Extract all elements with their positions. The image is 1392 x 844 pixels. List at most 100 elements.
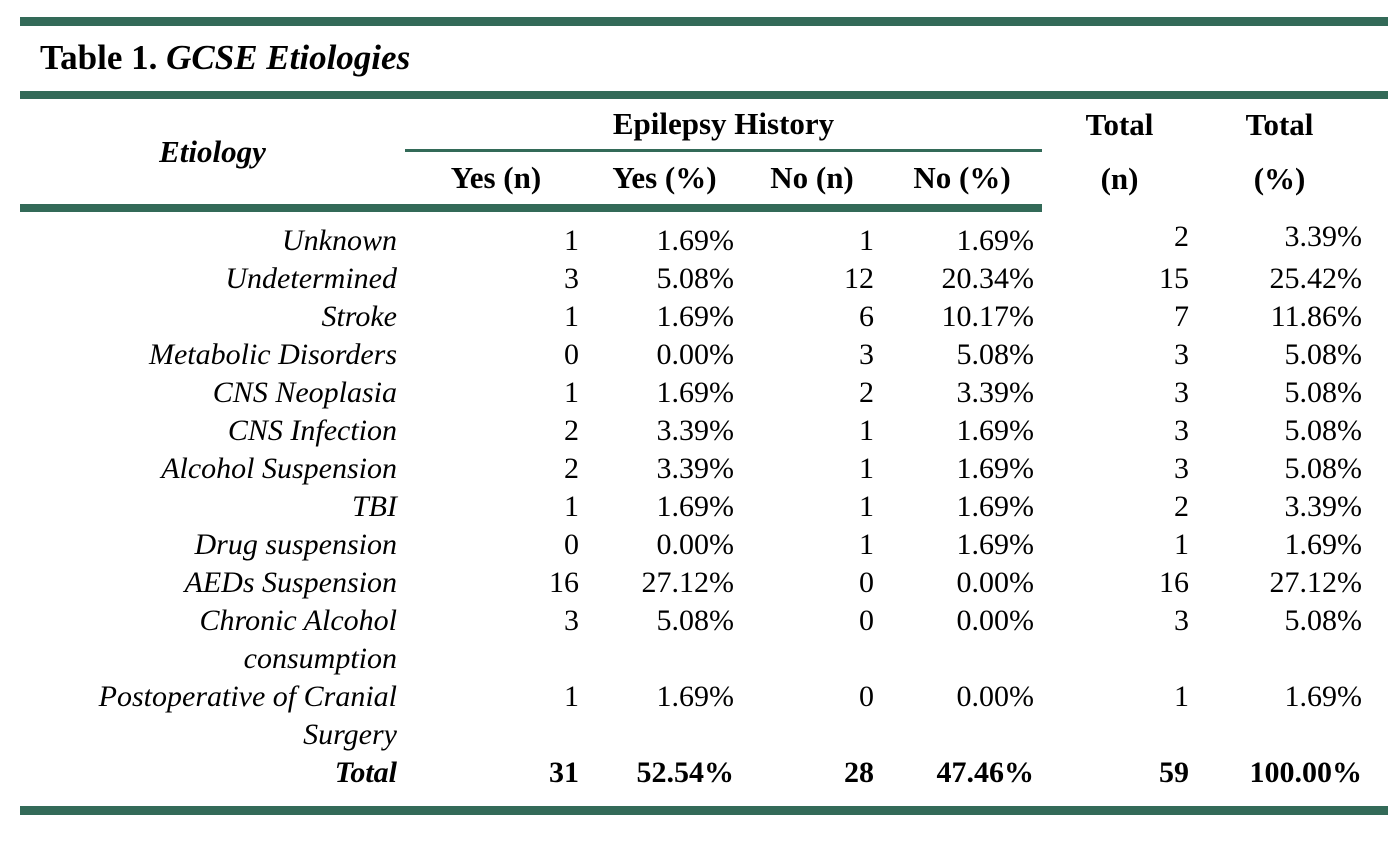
header-row-group: Etiology Epilepsy History Total Total <box>20 95 1388 212</box>
table-body: Unknown 1 1.69% 1 1.69% 2 3.39% Undeterm… <box>20 208 1388 754</box>
yes-n-cell: 16 <box>549 566 579 599</box>
yes-n-cell: 1 <box>564 376 579 409</box>
etiology-cell: CNS Neoplasia <box>212 376 397 409</box>
no-n-cell: 1 <box>859 224 874 257</box>
total-pct-cell: 5.08% <box>1284 376 1363 409</box>
table-title: Table 1. GCSE Etiologies <box>40 26 1392 91</box>
etiology-cell: Undetermined <box>225 262 397 295</box>
total-yes-pct-cell: 52.54% <box>636 756 735 789</box>
column-header-etiology: Etiology <box>20 95 405 212</box>
table-row: Chronic Alcohol consumption 3 5.08% 0 0.… <box>20 602 1388 678</box>
column-group-header-epilepsy-history: Epilepsy History <box>405 95 1043 152</box>
total-pct-cell: 5.08% <box>1284 414 1363 447</box>
column-header-total-pct-line1: Total <box>1245 106 1314 142</box>
no-n-cell: 2 <box>859 376 874 409</box>
yes-n-cell: 2 <box>564 452 579 485</box>
yes-pct-cell: 0.00% <box>656 528 735 561</box>
no-pct-cell: 0.00% <box>956 566 1035 599</box>
etiology-cell: Postoperative of Cranial Surgery <box>98 680 397 751</box>
no-n-cell: 0 <box>859 680 874 713</box>
total-pct-cell: 11.86% <box>1270 300 1363 333</box>
no-pct-cell: 10.17% <box>941 300 1035 333</box>
yes-n-cell: 1 <box>564 300 579 333</box>
no-n-cell: 12 <box>844 262 874 295</box>
yes-n-cell: 0 <box>564 338 579 371</box>
etiology-cell: Stroke <box>321 300 397 333</box>
column-header-yes-n: Yes (n) <box>405 150 587 212</box>
total-pct-cell: 5.08% <box>1284 452 1363 485</box>
column-header-total-n-line2: (n) <box>1100 161 1139 197</box>
yes-n-cell: 1 <box>564 224 579 257</box>
no-pct-cell: 1.69% <box>956 490 1035 523</box>
table-row: Metabolic Disorders 0 0.00% 3 5.08% 3 5.… <box>20 336 1388 374</box>
yes-n-cell: 1 <box>564 680 579 713</box>
table-title-main: GCSE Etiologies <box>157 38 411 77</box>
etiology-cell: Alcohol Suspension <box>161 452 397 485</box>
gcse-etiologies-table: Etiology Epilepsy History Total Total Ye… <box>20 91 1389 815</box>
no-n-cell: 3 <box>859 338 874 371</box>
yes-pct-cell: 1.69% <box>656 490 735 523</box>
total-pct-cell: 5.08% <box>1284 338 1363 371</box>
table-row: Alcohol Suspension 2 3.39% 1 1.69% 3 5.0… <box>20 450 1388 488</box>
total-total-pct-cell: 100.00% <box>1249 756 1363 789</box>
no-n-cell: 1 <box>859 490 874 523</box>
etiology-cell: CNS Infection <box>227 414 397 447</box>
yes-pct-cell: 27.12% <box>641 566 735 599</box>
yes-pct-cell: 1.69% <box>656 680 735 713</box>
no-n-cell: 1 <box>859 528 874 561</box>
table-row: Postoperative of Cranial Surgery 1 1.69%… <box>20 678 1388 754</box>
total-no-n-cell: 28 <box>844 756 874 789</box>
yes-pct-cell: 5.08% <box>656 604 735 637</box>
total-yes-n-cell: 31 <box>549 756 579 789</box>
total-n-cell: 3 <box>1174 452 1190 485</box>
total-n-cell: 2 <box>1174 220 1190 253</box>
table-row: Unknown 1 1.69% 1 1.69% 2 3.39% <box>20 208 1388 260</box>
no-n-cell: 6 <box>859 300 874 333</box>
total-n-cell: 7 <box>1174 300 1190 333</box>
total-row-label: Total <box>334 756 397 789</box>
no-pct-cell: 0.00% <box>956 680 1035 713</box>
total-pct-cell: 3.39% <box>1284 490 1363 523</box>
yes-pct-cell: 5.08% <box>656 262 735 295</box>
total-pct-cell: 5.08% <box>1284 604 1363 637</box>
no-pct-cell: 1.69% <box>956 414 1035 447</box>
etiology-cell: Unknown <box>282 224 397 257</box>
total-n-cell: 15 <box>1159 262 1190 295</box>
table-title-prefix: Table 1. <box>40 38 158 77</box>
yes-n-cell: 3 <box>564 262 579 295</box>
total-pct-cell: 25.42% <box>1269 262 1363 295</box>
no-pct-cell: 3.39% <box>956 376 1035 409</box>
total-n-cell: 3 <box>1174 414 1190 447</box>
total-pct-cell: 3.39% <box>1284 220 1363 253</box>
no-n-cell: 0 <box>859 604 874 637</box>
etiology-cell: TBI <box>352 490 397 523</box>
no-pct-cell: 0.00% <box>956 604 1035 637</box>
header-row-sub: Yes (n) Yes (%) No (n) No (%) (n) (%) <box>20 150 1388 212</box>
table-row: TBI 1 1.69% 1 1.69% 2 3.39% <box>20 488 1388 526</box>
total-n-cell: 16 <box>1159 566 1190 599</box>
total-n-cell: 3 <box>1174 376 1190 409</box>
total-n-cell: 1 <box>1174 680 1190 713</box>
total-n-cell: 3 <box>1174 338 1190 371</box>
column-header-total-n-line1: Total <box>1085 106 1154 142</box>
yes-pct-cell: 1.69% <box>656 376 735 409</box>
no-pct-cell: 20.34% <box>941 262 1035 295</box>
total-total-n-cell: 59 <box>1159 756 1190 789</box>
column-header-yes-pct: Yes (%) <box>587 150 742 212</box>
yes-n-cell: 2 <box>564 414 579 447</box>
yes-n-cell: 0 <box>564 528 579 561</box>
table-row: Drug suspension 0 0.00% 1 1.69% 1 1.69% <box>20 526 1388 564</box>
yes-n-cell: 3 <box>564 604 579 637</box>
etiology-cell: Drug suspension <box>194 528 397 561</box>
top-accent-rule <box>20 17 1388 26</box>
no-pct-cell: 1.69% <box>956 452 1035 485</box>
table-row: AEDs Suspension 16 27.12% 0 0.00% 16 27.… <box>20 564 1388 602</box>
no-n-cell: 1 <box>859 414 874 447</box>
table-row: CNS Infection 2 3.39% 1 1.69% 3 5.08% <box>20 412 1388 450</box>
no-n-cell: 0 <box>859 566 874 599</box>
no-pct-cell: 5.08% <box>956 338 1035 371</box>
total-pct-cell: 27.12% <box>1269 566 1363 599</box>
no-pct-cell: 1.69% <box>956 224 1035 257</box>
total-pct-cell: 1.69% <box>1284 680 1363 713</box>
